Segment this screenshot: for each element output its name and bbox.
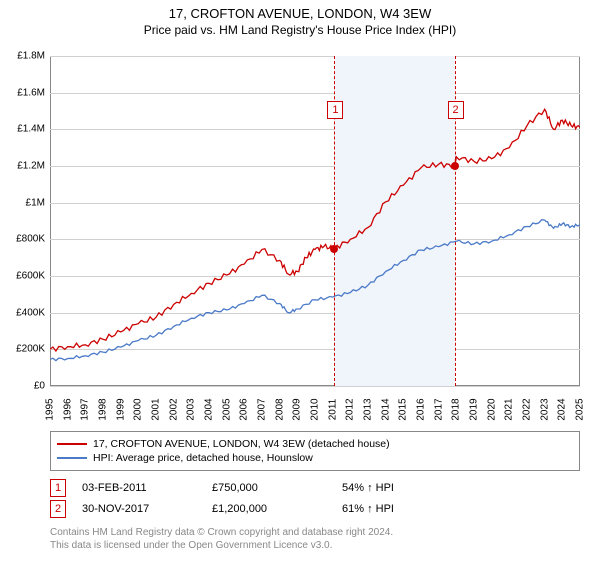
footer-line-1: Contains HM Land Registry data © Crown c… xyxy=(50,526,580,539)
y-tick-label: £1.2M xyxy=(17,161,45,172)
x-tick-label: 2017 xyxy=(433,398,444,420)
x-tick-label: 2016 xyxy=(416,398,427,420)
y-tick-label: £0 xyxy=(34,381,45,392)
x-tick-label: 1995 xyxy=(45,398,56,420)
event-dot xyxy=(451,162,459,170)
event-table: 1 03-FEB-2011 £750,000 54% ↑ HPI 2 30-NO… xyxy=(50,476,580,521)
chart-lines xyxy=(50,56,580,386)
event-hpi-1: 54% ↑ HPI xyxy=(342,482,472,494)
event-price-1: £750,000 xyxy=(212,482,342,494)
gridline xyxy=(50,386,580,387)
x-tick-label: 2011 xyxy=(327,399,338,421)
x-tick-label: 2020 xyxy=(486,398,497,420)
x-tick-label: 2021 xyxy=(504,398,515,420)
x-tick-label: 1997 xyxy=(80,398,91,420)
event-dot xyxy=(330,245,338,253)
event-row-1: 1 03-FEB-2011 £750,000 54% ↑ HPI xyxy=(50,479,580,497)
x-tick-label: 2009 xyxy=(292,398,303,420)
legend-swatch-blue xyxy=(57,457,87,459)
x-tick-label: 2025 xyxy=(575,398,586,420)
y-tick-label: £400K xyxy=(16,307,45,318)
x-tick-label: 2001 xyxy=(151,398,162,420)
legend-label-red: 17, CROFTON AVENUE, LONDON, W4 3EW (deta… xyxy=(93,438,390,450)
x-tick-label: 2019 xyxy=(469,398,480,420)
x-tick-label: 2010 xyxy=(310,398,321,420)
event-label: 1 xyxy=(327,101,343,119)
legend-row-blue: HPI: Average price, detached house, Houn… xyxy=(57,452,573,464)
y-tick-label: £1.4M xyxy=(17,124,45,135)
x-tick-label: 2022 xyxy=(522,398,533,420)
x-tick-label: 1999 xyxy=(115,398,126,420)
x-tick-label: 2013 xyxy=(363,398,374,420)
y-tick-label: £1.6M xyxy=(17,87,45,98)
event-price-2: £1,200,000 xyxy=(212,503,342,515)
x-tick-label: 2018 xyxy=(451,398,462,420)
event-hpi-2: 61% ↑ HPI xyxy=(342,503,472,515)
x-tick-label: 2024 xyxy=(557,398,568,420)
x-tick-label: 2005 xyxy=(221,398,232,420)
title-line-1: 17, CROFTON AVENUE, LONDON, W4 3EW xyxy=(0,6,600,21)
title-line-2: Price paid vs. HM Land Registry's House … xyxy=(0,23,600,37)
event-row-2: 2 30-NOV-2017 £1,200,000 61% ↑ HPI xyxy=(50,500,580,518)
x-tick-label: 1996 xyxy=(62,398,73,420)
y-tick-label: £1.8M xyxy=(17,51,45,62)
event-date-2: 30-NOV-2017 xyxy=(82,503,212,515)
x-tick-label: 2008 xyxy=(274,398,285,420)
legend: 17, CROFTON AVENUE, LONDON, W4 3EW (deta… xyxy=(50,431,580,471)
event-marker-1: 1 xyxy=(50,479,66,497)
x-tick-label: 2000 xyxy=(133,398,144,420)
footer-line-2: This data is licensed under the Open Gov… xyxy=(50,539,580,552)
series-line xyxy=(50,220,580,361)
x-tick-label: 1998 xyxy=(98,398,109,420)
y-tick-label: £800K xyxy=(16,234,45,245)
series-line xyxy=(50,109,580,351)
x-tick-label: 2007 xyxy=(257,398,268,420)
legend-label-blue: HPI: Average price, detached house, Houn… xyxy=(93,452,313,464)
y-tick-label: £600K xyxy=(16,271,45,282)
x-tick-label: 2004 xyxy=(204,398,215,420)
legend-swatch-red xyxy=(57,443,87,445)
x-tick-label: 2002 xyxy=(168,398,179,420)
x-tick-label: 2003 xyxy=(186,398,197,420)
event-label: 2 xyxy=(448,101,464,119)
event-marker-2: 2 xyxy=(50,500,66,518)
footer: Contains HM Land Registry data © Crown c… xyxy=(50,526,580,552)
x-tick-label: 2023 xyxy=(539,398,550,420)
x-tick-label: 2015 xyxy=(398,398,409,420)
price-chart: 12 1995199619971998199920002001200220032… xyxy=(50,56,580,386)
x-tick-label: 2014 xyxy=(380,398,391,420)
legend-row-red: 17, CROFTON AVENUE, LONDON, W4 3EW (deta… xyxy=(57,438,573,450)
event-date-1: 03-FEB-2011 xyxy=(82,482,212,494)
y-tick-label: £1M xyxy=(26,197,45,208)
x-tick-label: 2006 xyxy=(239,398,250,420)
x-tick-label: 2012 xyxy=(345,398,356,420)
y-tick-label: £200K xyxy=(16,344,45,355)
